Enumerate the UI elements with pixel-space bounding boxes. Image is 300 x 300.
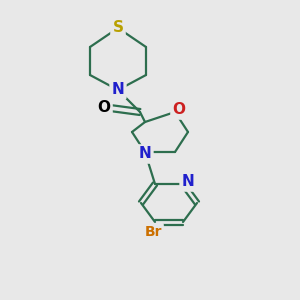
Text: O: O [172,103,185,118]
Text: N: N [139,146,152,161]
Text: S: S [112,20,124,35]
Text: Br: Br [144,225,162,239]
Text: N: N [112,82,124,98]
Text: N: N [182,175,194,190]
Text: O: O [98,100,110,116]
